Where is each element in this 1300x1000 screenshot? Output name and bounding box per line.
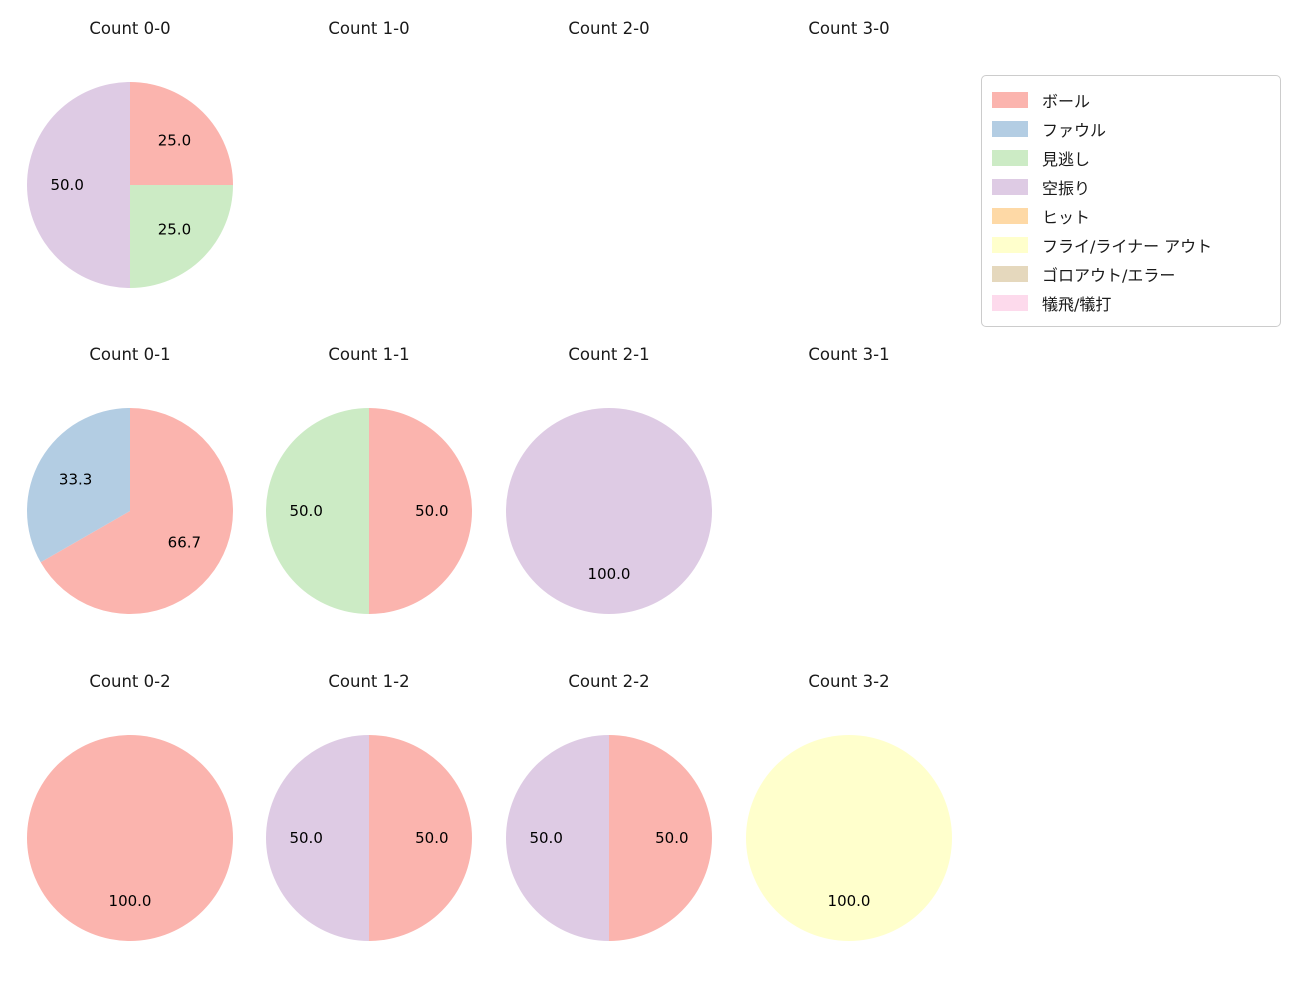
pie-slice bbox=[506, 735, 609, 941]
legend-swatch bbox=[992, 178, 1028, 195]
subplot-count-0-1: Count 0-1 66.7 33.3 bbox=[10, 344, 250, 614]
subplot-count-2-2: Count 2-2 50.0 50.0 bbox=[489, 671, 729, 941]
subplot-title: Count 3-1 bbox=[808, 345, 890, 364]
subplot-count-0-2: Count 0-2 100.0 bbox=[10, 671, 250, 941]
pie-label: 100.0 bbox=[109, 892, 152, 910]
pie-label: 66.7 bbox=[168, 533, 201, 551]
subplot-count-1-1: Count 1-1 50.0 50.0 bbox=[249, 344, 489, 614]
legend-item: ゴロアウト/エラー bbox=[992, 259, 1270, 288]
subplot-title: Count 0-1 bbox=[89, 345, 171, 364]
pie-chart: 66.7 33.3 bbox=[27, 408, 233, 614]
pie-chart bbox=[266, 82, 472, 288]
pie-slice bbox=[40, 408, 233, 614]
subplot-title: Count 1-1 bbox=[328, 345, 410, 364]
pie-chart: 50.0 50.0 bbox=[266, 735, 472, 941]
pie-label: 50.0 bbox=[415, 829, 448, 847]
pie-slice bbox=[609, 735, 712, 941]
subplot-count-2-0: Count 2-0 bbox=[489, 18, 729, 288]
pie-slice bbox=[27, 408, 130, 563]
legend: ボールファウル見逃し空振りヒットフライ/ライナー アウト ゴロアウト/エラー 犠飛/… bbox=[981, 75, 1281, 327]
pie-chart bbox=[746, 82, 952, 288]
legend-item: ボール bbox=[992, 85, 1270, 114]
pie-chart bbox=[506, 82, 712, 288]
pie-label: 50.0 bbox=[415, 502, 448, 520]
legend-swatch bbox=[992, 207, 1028, 224]
legend-item: 犠飛/犠打 bbox=[992, 288, 1270, 317]
legend-item: 見逃し bbox=[992, 143, 1270, 172]
pie-chart: 50.0 50.0 bbox=[266, 408, 472, 614]
pie-slice bbox=[27, 82, 130, 288]
pie-label: 100.0 bbox=[828, 892, 871, 910]
subplot-title: Count 3-0 bbox=[808, 19, 890, 38]
legend-label: 見逃し bbox=[1042, 149, 1091, 169]
subplot-title: Count 2-0 bbox=[568, 19, 650, 38]
pie-label: 50.0 bbox=[289, 829, 322, 847]
legend-swatch bbox=[992, 91, 1028, 108]
subplot-title: Count 2-2 bbox=[568, 672, 650, 691]
legend-label: ゴロアウト/エラー bbox=[1042, 265, 1176, 285]
legend-label: ヒット bbox=[1042, 207, 1091, 227]
legend-swatch bbox=[992, 294, 1028, 311]
pie-slice bbox=[130, 185, 233, 288]
pie-slice bbox=[506, 408, 712, 614]
legend-swatch bbox=[992, 236, 1028, 253]
pie-chart: 25.0 25.0 50.0 bbox=[27, 82, 233, 288]
legend-swatch bbox=[992, 149, 1028, 166]
subplot-count-2-1: Count 2-1 100.0 bbox=[489, 344, 729, 614]
pie-label: 50.0 bbox=[529, 829, 562, 847]
pie-chart: 100.0 bbox=[506, 408, 712, 614]
pie-label: 50.0 bbox=[289, 502, 322, 520]
pie-slice bbox=[369, 408, 472, 614]
subplot-count-1-0: Count 1-0 bbox=[249, 18, 489, 288]
pie-slice bbox=[369, 735, 472, 941]
pie-slice bbox=[266, 735, 369, 941]
subplot-title: Count 0-0 bbox=[89, 19, 171, 38]
legend-label: ボール bbox=[1042, 91, 1091, 111]
pie-label: 33.3 bbox=[59, 471, 92, 489]
subplot-title: Count 1-2 bbox=[328, 672, 410, 691]
pie-slice bbox=[266, 408, 369, 614]
legend-swatch bbox=[992, 265, 1028, 282]
pie-slice bbox=[130, 82, 233, 185]
legend-label: フライ/ライナー アウト bbox=[1042, 236, 1213, 256]
legend-item: ヒット bbox=[992, 201, 1270, 230]
legend-label: 空振り bbox=[1042, 178, 1091, 198]
pie-label: 50.0 bbox=[655, 829, 688, 847]
pie-slice bbox=[746, 735, 952, 941]
subplot-count-3-1: Count 3-1 bbox=[729, 344, 969, 614]
subplot-count-3-2: Count 3-2 100.0 bbox=[729, 671, 969, 941]
pie-chart: 100.0 bbox=[746, 735, 952, 941]
pie-label: 25.0 bbox=[158, 132, 191, 150]
legend-label: ファウル bbox=[1042, 120, 1107, 140]
legend-item: フライ/ライナー アウト bbox=[992, 230, 1270, 259]
legend-item: ファウル bbox=[992, 114, 1270, 143]
pie-chart bbox=[746, 408, 952, 614]
legend-label: 犠飛/犠打 bbox=[1042, 294, 1112, 314]
subplot-count-3-0: Count 3-0 bbox=[729, 18, 969, 288]
legend-swatch bbox=[992, 120, 1028, 137]
pie-label: 100.0 bbox=[588, 565, 631, 583]
pie-label: 25.0 bbox=[158, 220, 191, 238]
subplot-count-0-0: Count 0-0 25.0 25.0 50.0 bbox=[10, 18, 250, 288]
subplot-title: Count 3-2 bbox=[808, 672, 890, 691]
pie-chart: 50.0 50.0 bbox=[506, 735, 712, 941]
pie-label: 50.0 bbox=[50, 176, 83, 194]
subplot-title: Count 0-2 bbox=[89, 672, 171, 691]
subplot-title: Count 2-1 bbox=[568, 345, 650, 364]
subplot-count-1-2: Count 1-2 50.0 50.0 bbox=[249, 671, 489, 941]
pie-chart: 100.0 bbox=[27, 735, 233, 941]
legend-items: ボールファウル見逃し空振りヒットフライ/ライナー アウト ゴロアウト/エラー 犠飛/… bbox=[992, 85, 1270, 317]
legend-item: 空振り bbox=[992, 172, 1270, 201]
subplot-title: Count 1-0 bbox=[328, 19, 410, 38]
pie-slice bbox=[27, 735, 233, 941]
